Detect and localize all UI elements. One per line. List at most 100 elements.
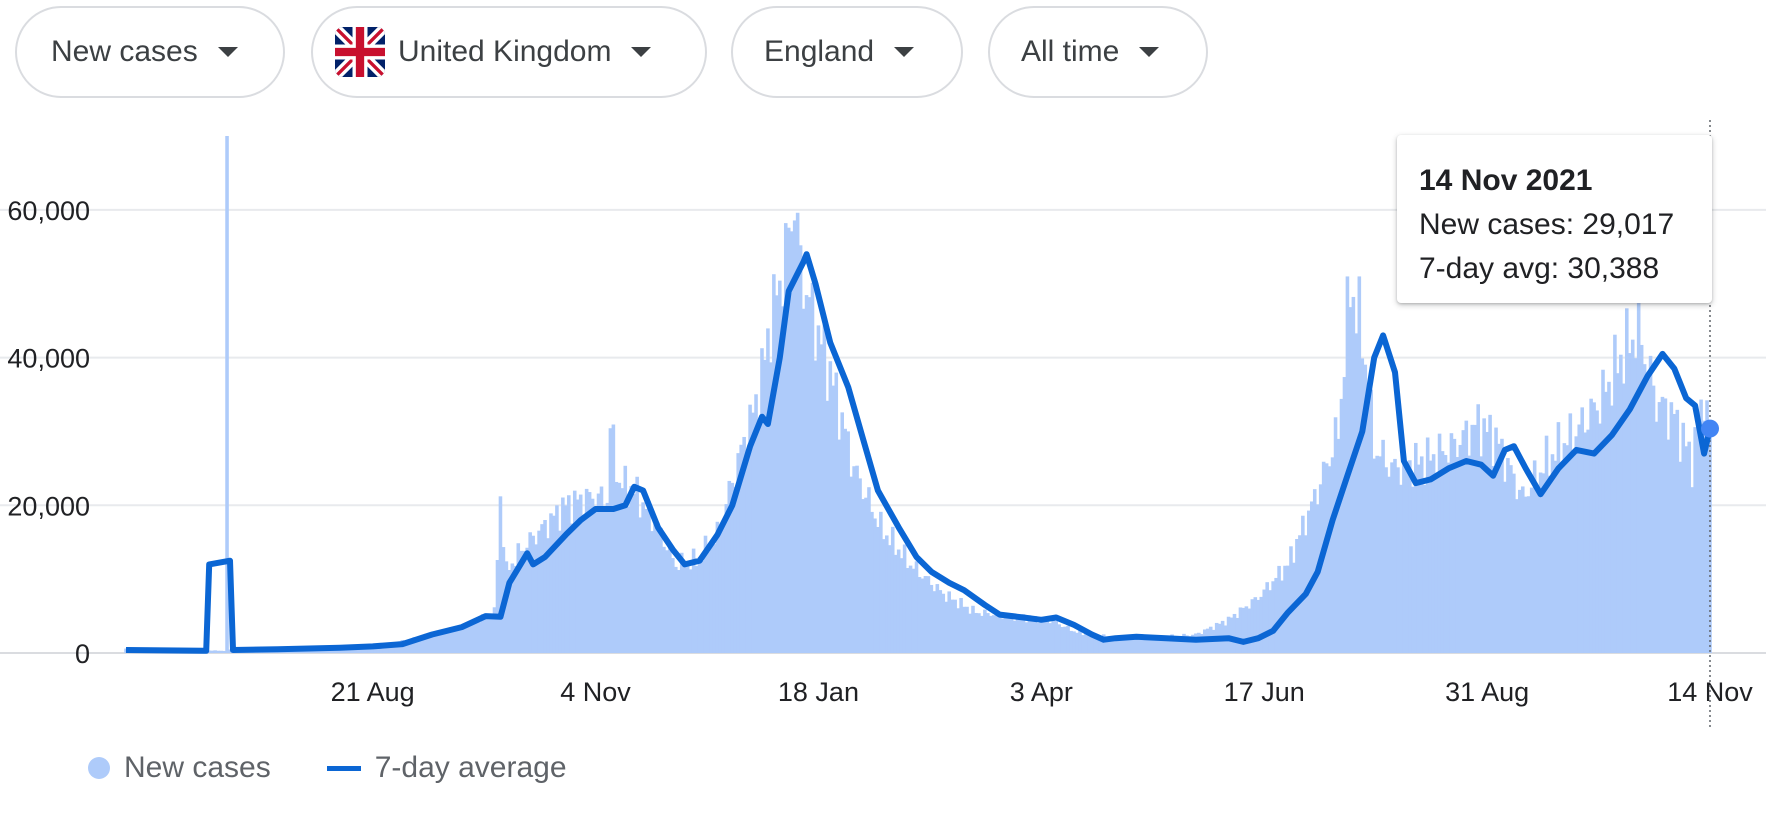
chevron-down-icon — [631, 47, 652, 57]
new-cases-bar — [373, 645, 378, 653]
new-cases-bar — [1520, 486, 1525, 653]
region-dropdown[interactable]: England — [731, 6, 963, 98]
new-cases-bar — [370, 647, 375, 653]
new-cases-bar — [828, 361, 833, 653]
new-cases-bar — [465, 626, 470, 653]
new-cases-bar — [1051, 620, 1056, 653]
new-cases-bar — [644, 508, 648, 653]
new-cases-bar — [418, 637, 422, 653]
new-cases-bar — [564, 505, 568, 653]
new-cases-bar — [1485, 431, 1489, 653]
new-cases-bar — [1345, 276, 1350, 653]
new-cases-bar — [1087, 634, 1091, 653]
new-cases-bar — [430, 634, 434, 653]
new-cases-bar — [825, 400, 830, 653]
new-cases-bar — [424, 633, 428, 653]
new-cases-bar — [1568, 413, 1573, 653]
new-cases-bar — [1586, 429, 1590, 653]
new-cases-bar — [997, 613, 1002, 653]
new-cases-bar — [965, 606, 969, 653]
new-cases-bar — [647, 501, 651, 653]
new-cases-bar — [1592, 402, 1596, 653]
new-cases-bar — [694, 565, 699, 653]
new-cases-bar — [1342, 377, 1347, 653]
new-cases-bar — [403, 640, 408, 653]
new-cases-bar — [1036, 623, 1041, 653]
new-cases-bar — [893, 554, 898, 653]
new-cases-bar — [882, 539, 886, 653]
new-cases-bar — [1265, 582, 1269, 653]
new-cases-bar — [1604, 391, 1608, 653]
new-cases-bar — [786, 227, 791, 653]
x-tick-label: 18 Jan — [778, 677, 859, 707]
new-cases-bar — [1256, 599, 1261, 653]
cases-chart[interactable]: 0 20,000 40,000 60,000 21 Aug 4 Nov 18 Jan 3 A… — [0, 120, 1766, 740]
period-dropdown[interactable]: All time — [988, 6, 1208, 98]
new-cases-bar — [1179, 636, 1183, 653]
new-cases-bar — [445, 631, 449, 653]
new-cases-bar — [1494, 427, 1498, 653]
y-tick-label: 40,000 — [7, 344, 90, 374]
x-tick-label: 21 Aug — [331, 677, 415, 707]
new-cases-bar — [1672, 413, 1677, 653]
new-cases-bar — [207, 650, 211, 653]
new-cases-bar — [1381, 439, 1385, 653]
new-cases-bar — [968, 613, 972, 653]
new-cases-bar — [849, 476, 853, 653]
new-cases-bar — [1443, 455, 1448, 653]
new-cases-bar — [703, 535, 708, 653]
new-cases-bar — [1690, 487, 1694, 653]
new-cases-bars — [124, 136, 1712, 653]
new-cases-bar — [1464, 420, 1469, 653]
new-cases-bar — [668, 543, 672, 653]
y-tick-label: 0 — [75, 639, 90, 669]
new-cases-bar — [1078, 630, 1082, 653]
new-cases-bar — [1173, 636, 1177, 653]
country-dropdown[interactable]: United Kingdom — [311, 6, 707, 98]
new-cases-bar — [1393, 458, 1397, 653]
new-cases-bar — [1096, 635, 1100, 653]
new-cases-bar — [1298, 535, 1302, 653]
new-cases-bar — [751, 412, 755, 653]
new-cases-bar — [1081, 635, 1085, 653]
new-cases-bar — [409, 639, 414, 653]
new-cases-bar — [415, 639, 420, 653]
new-cases-bar — [632, 493, 636, 653]
new-cases-bar — [792, 220, 797, 653]
tooltip-new-cases: New cases: 29,017 — [1419, 208, 1675, 241]
new-cases-bar — [1630, 339, 1635, 653]
new-cases-bar — [1063, 626, 1067, 653]
new-cases-bar — [1333, 417, 1338, 653]
new-cases-bar — [635, 476, 639, 653]
new-cases-bar — [733, 486, 738, 653]
new-cases-bar — [923, 576, 928, 653]
new-cases-bar — [867, 487, 871, 653]
new-cases-bar — [1015, 614, 1020, 653]
new-cases-bar — [885, 535, 889, 653]
new-cases-bar — [1491, 465, 1495, 653]
new-cases-bar — [989, 615, 993, 653]
new-cases-bar — [1414, 442, 1418, 653]
new-cases-bar — [1125, 636, 1130, 653]
legend-new-cases[interactable]: New cases — [88, 751, 271, 785]
new-cases-bar — [1660, 396, 1665, 653]
new-cases-bar — [486, 614, 491, 653]
new-cases-bar — [876, 526, 880, 653]
new-cases-bar — [959, 598, 963, 653]
metric-dropdown[interactable]: New cases — [15, 6, 285, 98]
new-cases-bar — [1387, 476, 1391, 653]
new-cases-bar — [1639, 344, 1644, 653]
new-cases-bar — [1170, 634, 1174, 653]
legend-average[interactable]: 7-day average — [326, 751, 567, 785]
new-cases-bar — [783, 223, 788, 653]
new-cases-bar — [1003, 614, 1008, 653]
new-cases-bar — [1107, 636, 1112, 653]
new-cases-bar — [1556, 422, 1561, 653]
new-cases-bar — [1000, 618, 1005, 653]
new-cases-bar — [1515, 499, 1519, 653]
region-dropdown-label: England — [764, 35, 875, 68]
new-cases-bar — [798, 245, 803, 653]
new-cases-bar — [858, 478, 862, 653]
new-cases-bar — [831, 385, 836, 653]
new-cases-bar — [718, 528, 723, 653]
